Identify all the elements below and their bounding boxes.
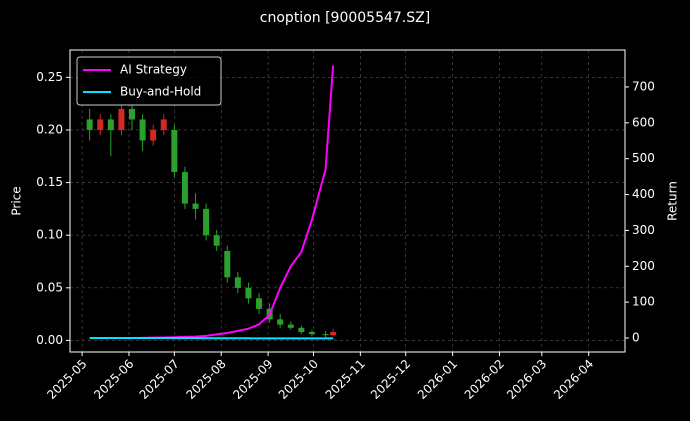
y2-axis-label: Return [666,181,680,221]
chart-title: cnoption [90005547.SZ] [260,10,430,26]
y-tick-label: 0.20 [36,122,63,136]
y2-tick-label: 700 [632,79,655,93]
x-tick-label: 2025-07 [137,357,182,402]
x-tick-label: 2025-11 [323,357,368,402]
y-tick-label: 0.00 [36,333,63,347]
legend: AI Strategy Buy-and-Hold [76,56,222,106]
legend-label: AI Strategy [120,63,187,77]
candle-body [203,208,210,236]
x-tick-label: 2025-10 [276,357,321,402]
y2-tick-label: 400 [632,187,655,201]
x-tick-label: 2025-08 [183,357,228,402]
x-tick-label: 2026-03 [504,357,549,402]
y2-tick-label: 100 [632,295,655,309]
candle-body [107,119,114,130]
y2-tick-label: 600 [632,115,655,129]
candle-body [160,119,167,130]
candle-body [171,129,178,173]
candle-body [256,298,263,309]
y-tick-label: 0.10 [36,228,63,242]
candle-body [213,235,220,246]
candle-body [129,108,136,120]
legend-label: Buy-and-Hold [120,85,201,99]
y-axis-label: Price [10,186,24,215]
candle-body [224,250,231,278]
candle-body [277,319,284,325]
x-tick-label: 2025-05 [44,357,89,402]
y2-tick-label: 300 [632,223,655,237]
candle-body [97,119,104,130]
x-tick-label: 2025-09 [230,357,275,402]
candle-body [330,332,337,336]
candle-body [150,129,157,141]
candle-body [118,108,125,130]
y2-tick-label: 0 [632,331,640,345]
legend-box [76,56,222,106]
x-tick-label: 2026-01 [415,357,460,402]
y-tick-label: 0.05 [36,280,63,294]
y-tick-label: 0.25 [36,70,63,84]
candle-body [308,332,315,335]
candle-body [86,119,93,130]
candle-body [287,324,294,328]
y-tick-label: 0.15 [36,175,63,189]
x-tick-label: 2026-04 [551,357,596,402]
candle-body [245,287,252,299]
candle-body [181,172,188,204]
series-line [89,65,335,340]
x-tick-label: 2026-02 [462,357,507,402]
candle-body [139,119,146,141]
candle-body [298,327,305,333]
y2-tick-label: 200 [632,259,655,273]
plot-frame [69,49,626,353]
x-tick-label: 2025-06 [91,357,136,402]
candle-body [192,203,199,209]
y2-tick-label: 500 [632,151,655,165]
candle-body [234,277,241,288]
x-tick-label: 2025-12 [368,357,413,402]
candle-body [322,334,329,336]
